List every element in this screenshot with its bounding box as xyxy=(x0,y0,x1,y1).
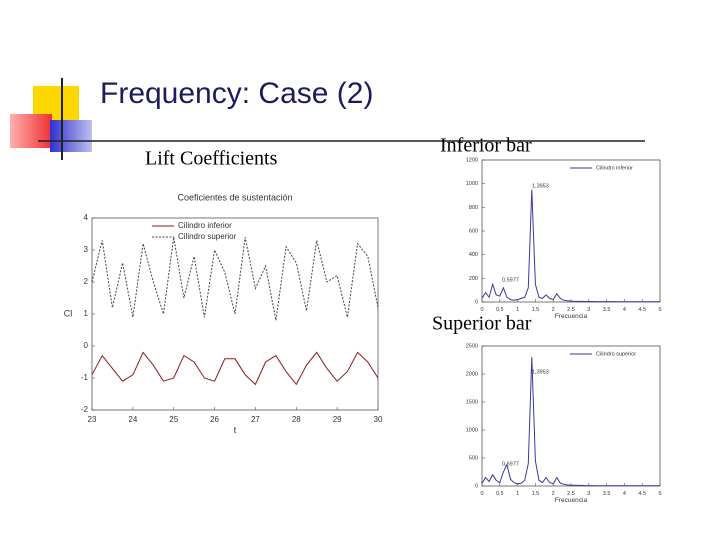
y-tick-label: 1200 xyxy=(466,157,478,163)
x-tick-label: 1.5 xyxy=(532,491,540,497)
y-tick-label: 4 xyxy=(84,213,89,222)
legend-label: Cilindro inferior xyxy=(596,165,633,171)
chart-title: Coeficientes de sustentación xyxy=(177,192,292,202)
series-line xyxy=(91,237,379,321)
x-tick-label: 1 xyxy=(516,307,519,313)
y-tick-label: 200 xyxy=(469,276,478,282)
x-tick-label: 2 xyxy=(552,491,555,497)
x-tick-label: 26 xyxy=(210,415,219,424)
x-tick-label: 5 xyxy=(658,491,661,497)
y-tick-label: 2500 xyxy=(466,343,478,349)
x-tick-label: 1 xyxy=(516,491,519,497)
deco-square xyxy=(50,120,92,152)
x-tick-label: 28 xyxy=(292,415,301,424)
x-tick-label: 0.5 xyxy=(496,491,504,497)
y-tick-label: -2 xyxy=(81,405,89,414)
series-line xyxy=(481,357,660,487)
x-tick-label: 29 xyxy=(333,415,342,424)
x-tick-label: 4 xyxy=(623,491,626,497)
x-tick-label: 4.5 xyxy=(638,491,646,497)
x-tick-label: 3 xyxy=(587,491,590,497)
x-axis-label: Frecuencia xyxy=(555,313,588,320)
slide-title: Frequency: Case (2) xyxy=(100,77,373,110)
x-tick-label: 4 xyxy=(623,307,626,313)
x-tick-label: 2 xyxy=(552,307,555,313)
y-tick-label: -1 xyxy=(81,373,89,382)
y-tick-label: 1 xyxy=(84,309,89,318)
series-line xyxy=(91,351,379,386)
series-line xyxy=(481,189,660,303)
x-tick-label: 3.5 xyxy=(603,307,611,313)
legend-label: Cilindro superior xyxy=(596,351,636,357)
x-tick-label: 3.5 xyxy=(603,491,611,497)
y-tick-label: 0 xyxy=(475,483,478,489)
x-axis-label: Frecuencia xyxy=(555,497,588,504)
annotation: 1,3953 xyxy=(532,183,549,189)
x-tick-label: 4.5 xyxy=(638,307,646,313)
x-tick-label: 3 xyxy=(587,307,590,313)
x-tick-label: 2.5 xyxy=(567,491,575,497)
x-tick-label: 0.5 xyxy=(496,307,504,313)
caption: Lift Coefficients xyxy=(145,148,278,170)
legend-label: Cilindro inferior xyxy=(178,221,232,230)
y-tick-label: 2000 xyxy=(466,371,478,377)
deco-square xyxy=(10,114,52,148)
x-tick-label: 5 xyxy=(658,307,661,313)
y-axis-label: Cl xyxy=(64,308,73,318)
caption: Superior bar xyxy=(432,313,532,335)
x-tick-label: 0 xyxy=(480,491,483,497)
legend-label: Cilindro superior xyxy=(178,232,237,241)
y-tick-label: 3 xyxy=(84,245,89,254)
y-tick-label: 600 xyxy=(469,228,478,234)
x-axis-label: t xyxy=(234,425,237,435)
x-tick-label: 23 xyxy=(88,415,97,424)
y-tick-label: 0 xyxy=(84,341,89,350)
x-tick-label: 1.5 xyxy=(532,307,540,313)
y-tick-label: 1500 xyxy=(466,399,478,405)
x-tick-label: 30 xyxy=(374,415,383,424)
x-tick-label: 25 xyxy=(169,415,178,424)
y-tick-label: 400 xyxy=(469,252,478,258)
y-tick-label: 800 xyxy=(469,205,478,211)
x-tick-label: 27 xyxy=(251,415,260,424)
y-tick-label: 0 xyxy=(475,299,478,305)
caption: Inferior bar xyxy=(440,135,532,157)
y-tick-label: 1000 xyxy=(466,427,478,433)
y-tick-label: 2 xyxy=(84,277,89,286)
y-tick-label: 1000 xyxy=(466,181,478,187)
annotation: 0,6977 xyxy=(502,461,519,467)
y-tick-label: 500 xyxy=(469,455,478,461)
x-tick-label: 2.5 xyxy=(567,307,575,313)
x-tick-label: 0 xyxy=(480,307,483,313)
annotation: 0,5977 xyxy=(502,277,519,283)
annotation: 1,3953 xyxy=(532,369,549,375)
x-tick-label: 24 xyxy=(128,415,137,424)
